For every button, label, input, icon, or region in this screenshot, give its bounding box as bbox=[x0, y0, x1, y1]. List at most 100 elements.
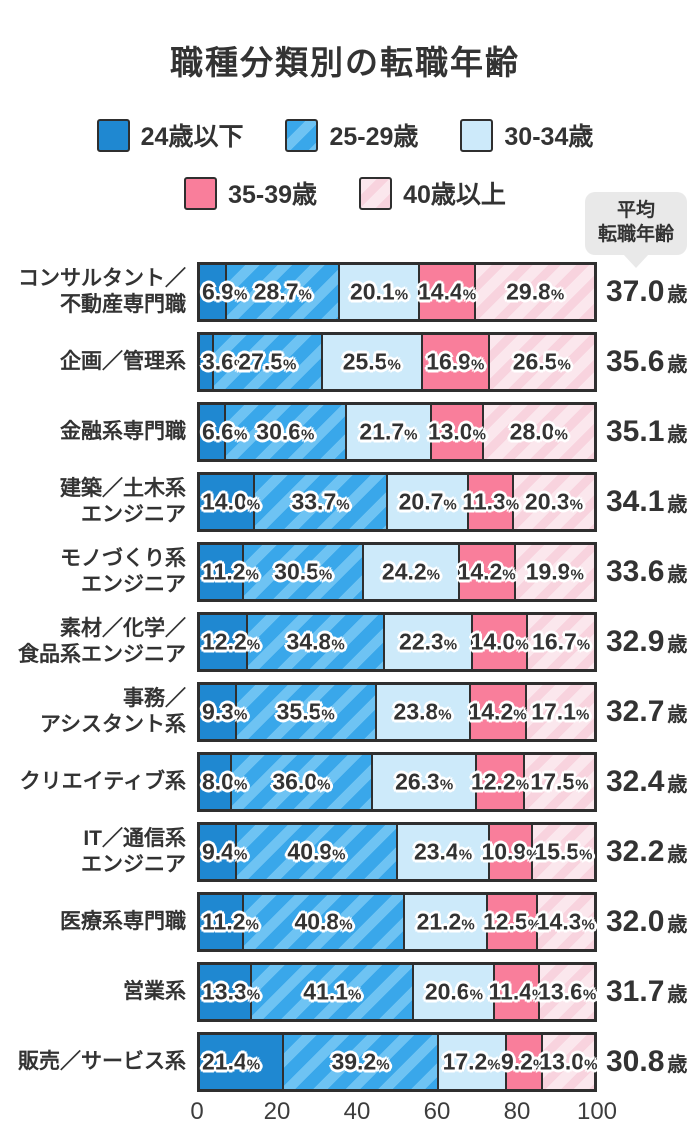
percent-sign: % bbox=[515, 776, 530, 794]
percent-sign: % bbox=[575, 706, 590, 724]
segment-value-number: 13.3 bbox=[202, 978, 247, 1005]
average-age-number: 32.9 bbox=[606, 625, 665, 658]
percent-sign: % bbox=[246, 636, 261, 654]
average-age-value: 32.7 歳 bbox=[606, 682, 687, 742]
segment-age-40plus: 19.9% bbox=[515, 545, 594, 599]
segment-age-30-34: 26.3% bbox=[373, 755, 477, 809]
category-label: 金融系専門職 bbox=[0, 402, 186, 462]
segment-age-35-39: 14.0% bbox=[470, 615, 529, 669]
segment-value: 30.6% bbox=[256, 419, 314, 446]
average-age-number: 32.0 bbox=[606, 905, 665, 938]
percent-sign: % bbox=[472, 426, 486, 444]
segment-age-under24: 6.6% bbox=[200, 405, 247, 459]
segment-value-number: 40.9 bbox=[287, 838, 333, 865]
stacked-bar: 9.3% 35.5% 23.8% 14.2% 17.1% bbox=[197, 682, 597, 742]
segment-value: 20.3% bbox=[525, 489, 583, 516]
average-age-value: 30.8 歳 bbox=[606, 1032, 687, 1092]
segment-value: 20.7% bbox=[399, 489, 457, 516]
segment-value-number: 19.9 bbox=[525, 558, 571, 585]
segment-age-40plus: 14.3% bbox=[537, 895, 595, 949]
legend-row-2: 35-39歳 40歳以上 bbox=[0, 174, 690, 212]
percent-sign: % bbox=[246, 986, 261, 1004]
x-axis-tick-40: 40 bbox=[343, 1098, 371, 1125]
segment-value-number: 34.8 bbox=[286, 628, 332, 655]
category-label: モノづくり系 エンジニア bbox=[0, 542, 186, 602]
average-age-value: 35.1 歳 bbox=[606, 402, 687, 462]
category-label-line: 医療系専門職 bbox=[60, 910, 186, 933]
average-age-number: 37.0 bbox=[606, 275, 665, 308]
percent-sign: % bbox=[233, 356, 248, 374]
segment-value-number: 3.6 bbox=[202, 348, 234, 375]
segment-value-number: 28.0 bbox=[509, 418, 555, 445]
segment-value: 30.5% bbox=[274, 559, 332, 586]
segment-age-under24: 3.6% bbox=[200, 335, 247, 389]
segment-value-number: 21.4 bbox=[202, 1048, 247, 1075]
average-age-number: 32.4 bbox=[606, 765, 665, 798]
segment-value-number: 12.5 bbox=[482, 908, 528, 935]
average-age-unit: 歳 bbox=[667, 983, 688, 1006]
segment-value: 28.7% bbox=[254, 279, 312, 306]
average-age-unit: 歳 bbox=[667, 353, 688, 376]
segment-age-40plus: 13.0% bbox=[539, 1035, 598, 1089]
percent-sign: % bbox=[515, 636, 529, 654]
legend-item-age-30-34: 30-34歳 bbox=[460, 117, 593, 153]
percent-sign: % bbox=[301, 426, 315, 444]
average-age-unit: 歳 bbox=[667, 563, 688, 586]
percent-sign: % bbox=[426, 566, 441, 584]
average-age-value: 34.1 歳 bbox=[606, 472, 687, 532]
category-label-line: アシスタント系 bbox=[39, 713, 186, 736]
percent-sign: % bbox=[394, 286, 409, 304]
segment-age-under24: 6.9% bbox=[200, 265, 247, 319]
average-age-unit: 歳 bbox=[667, 703, 688, 726]
segment-age-under24: 9.4% bbox=[200, 825, 247, 879]
legend-label-age-40-over: 40歳以上 bbox=[403, 181, 506, 209]
category-label-line: 事務／ bbox=[123, 687, 186, 710]
segment-age-under24: 12.2% bbox=[200, 615, 260, 669]
percent-sign: % bbox=[584, 1056, 598, 1074]
segment-value-number: 30.6 bbox=[256, 418, 302, 445]
segment-age-35-39: 14.2% bbox=[468, 685, 527, 739]
segment-value-number: 14.4 bbox=[417, 278, 463, 305]
average-age-number: 30.8 bbox=[606, 1045, 665, 1078]
segment-value: 20.1% bbox=[350, 279, 408, 306]
average-age-unit: 歳 bbox=[667, 423, 688, 446]
segment-age-30-34: 21.7% bbox=[346, 405, 433, 459]
segment-age-under24: 11.2% bbox=[200, 895, 259, 949]
segment-age-35-39: 13.0% bbox=[428, 405, 486, 459]
x-axis-tick-100: 100 bbox=[576, 1098, 618, 1125]
segment-age-30-34: 20.7% bbox=[387, 475, 470, 529]
percent-sign: % bbox=[487, 1056, 501, 1074]
category-label-line: エンジニア bbox=[81, 853, 186, 876]
percent-sign: % bbox=[513, 706, 527, 724]
average-age-number: 34.1 bbox=[606, 485, 665, 518]
segment-value-number: 21.2 bbox=[416, 908, 462, 935]
percent-sign: % bbox=[376, 1056, 390, 1074]
segment-value-number: 11.4 bbox=[488, 978, 533, 1005]
segment-value: 9.4% bbox=[202, 839, 247, 866]
segment-value-number: 25.5 bbox=[342, 348, 388, 375]
segment-value-number: 13.0 bbox=[427, 418, 473, 445]
segment-value: 26.5% bbox=[513, 349, 571, 376]
percent-sign: % bbox=[576, 636, 591, 654]
stacked-bar: 11.2% 40.8% 21.2% 12.5% 14.3% bbox=[197, 892, 597, 952]
segment-value: 6.6% bbox=[202, 419, 247, 446]
segment-value-number: 14.0 bbox=[470, 628, 516, 655]
stacked-bar: 14.0% 33.7% 20.7% 11.3% 20.3% bbox=[197, 472, 597, 532]
segment-value-number: 26.5 bbox=[512, 348, 558, 375]
segment-age-40plus: 29.8% bbox=[476, 265, 594, 319]
category-label-line: IT／通信系 bbox=[83, 827, 186, 850]
percent-sign: % bbox=[348, 986, 362, 1004]
segment-value: 40.9% bbox=[287, 839, 345, 866]
stacked-bar: 3.6% 27.5% 25.5% 16.9% 26.5% bbox=[197, 332, 597, 392]
average-age-number: 35.1 bbox=[606, 415, 665, 448]
stacked-bar: 11.2% 30.5% 24.2% 14.2% 19.9% bbox=[197, 542, 597, 602]
segment-value: 11.3% bbox=[462, 489, 519, 516]
segment-value: 21.2% bbox=[417, 909, 475, 936]
percent-sign: % bbox=[245, 916, 259, 934]
category-label: 営業系 bbox=[0, 962, 186, 1022]
segment-age-35-39: 12.5% bbox=[483, 895, 541, 949]
segment-age-under24: 8.0% bbox=[200, 755, 247, 809]
segment-value-number: 23.4 bbox=[413, 838, 459, 865]
percent-sign: % bbox=[532, 986, 546, 1004]
segment-value-number: 35.5 bbox=[276, 698, 322, 725]
